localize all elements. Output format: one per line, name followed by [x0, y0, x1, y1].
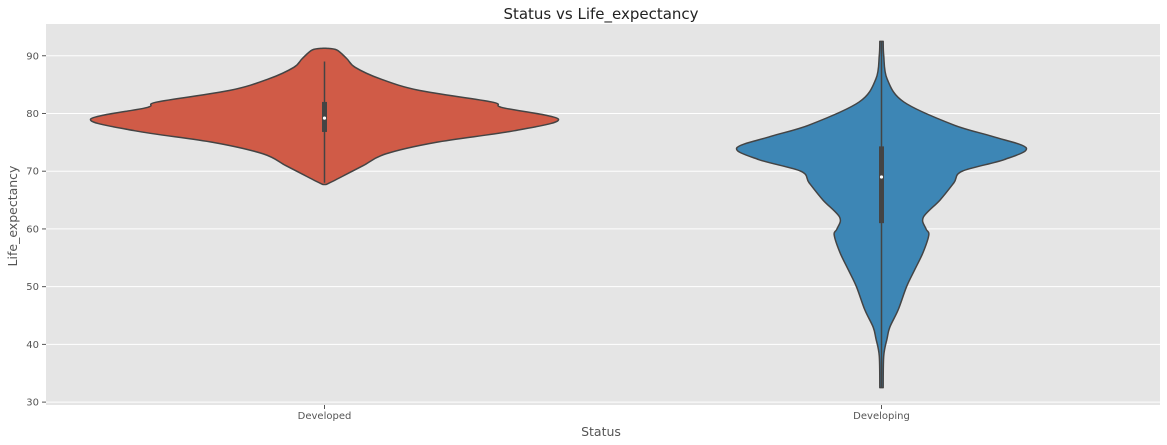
y-tick-label: 90 — [26, 51, 39, 62]
y-tick-label: 40 — [26, 340, 39, 351]
y-tick-label: 80 — [26, 109, 39, 120]
plot-background — [46, 24, 1160, 405]
y-tick-label: 50 — [26, 282, 39, 293]
chart-title: Status vs Life_expectancy — [503, 5, 698, 24]
inner-boxplots — [322, 41, 884, 388]
y-axis-label: Life_expectancy — [5, 165, 20, 266]
iqr-box-developing — [879, 146, 884, 224]
x-tick-label: Developed — [298, 411, 352, 422]
x-axis-ticks: Developed Developing — [298, 405, 910, 422]
y-tick-label: 70 — [26, 167, 39, 178]
y-tick-label: 60 — [26, 224, 39, 235]
y-tick-label: 30 — [26, 398, 39, 409]
median-point-developing — [879, 175, 884, 179]
x-tick-label: Developing — [853, 411, 910, 422]
x-axis-label: Status — [581, 424, 621, 439]
median-point-developed — [322, 116, 327, 120]
y-axis-ticks: 30 40 50 60 70 80 90 — [26, 51, 46, 409]
